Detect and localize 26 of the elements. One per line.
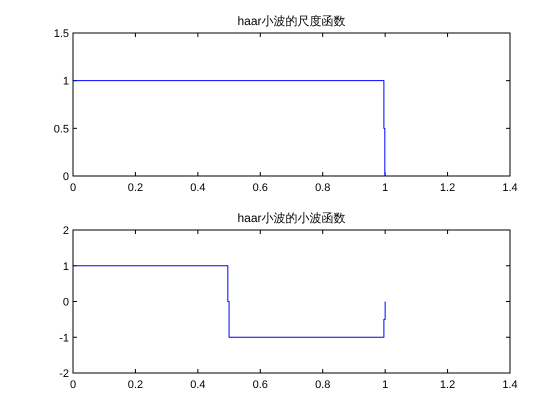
x-tick-label: 1.2: [440, 182, 456, 194]
chart-title: haar小波的小波函数: [237, 211, 346, 225]
x-tick-label: 0.2: [128, 379, 144, 391]
x-tick-label: 0.4: [190, 379, 206, 391]
y-tick-label: 1.5: [54, 28, 69, 40]
y-tick-label: 2: [62, 225, 69, 237]
x-tick-label: 1.4: [502, 379, 518, 391]
x-tick-label: 0.8: [315, 182, 330, 194]
x-tick-label: 0.2: [128, 182, 144, 194]
x-tick-label: 0.6: [252, 182, 268, 194]
y-tick-label: -2: [59, 368, 69, 380]
y-tick-label: 0: [62, 171, 69, 183]
x-tick-label: 0.6: [252, 379, 268, 391]
chart-title: haar小波的尺度函数: [237, 14, 346, 28]
x-tick-label: 1.2: [440, 379, 456, 391]
x-tick-label: 1: [382, 182, 388, 194]
line-series: [72, 265, 386, 338]
x-tick-label: 1.4: [502, 182, 518, 194]
y-tick-label: 1: [62, 260, 69, 273]
y-tick-label: 1: [62, 76, 69, 88]
x-tick-label: 0.4: [190, 182, 206, 194]
x-tick-label: 1: [382, 379, 388, 391]
y-tick-label: 0: [62, 296, 69, 308]
y-tick-label: 0.5: [54, 123, 69, 136]
x-tick-label: 0.8: [315, 379, 330, 391]
y-tick-label: -1: [59, 332, 69, 344]
